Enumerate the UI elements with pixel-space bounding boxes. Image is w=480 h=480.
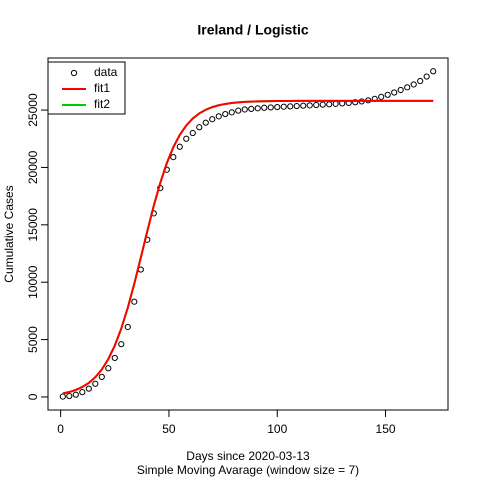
y-tick-label: 0 [26,393,40,400]
chart-title: Ireland / Logistic [197,22,308,38]
data-point [404,84,411,91]
data-point [215,113,222,120]
data-point [105,365,112,372]
legend-marker [70,69,78,77]
data-point [267,104,274,111]
data-point [280,103,287,110]
data-point [124,323,131,331]
data-point [410,81,417,88]
data-point [319,101,326,108]
data-point [274,103,281,111]
data-point [384,91,391,98]
data-point [313,101,320,109]
data-point [222,110,229,118]
legend-box [47,61,126,115]
data-point [66,392,73,400]
x-tick-label: 150 [376,422,396,436]
x-tick-label: 100 [267,422,287,436]
y-tick-label: 5000 [26,326,40,353]
subtitle: Simple Moving Avarage (window size = 7) [137,463,359,477]
data-point [423,73,430,80]
data-point [209,116,216,123]
data-point [235,107,242,114]
legend-label: data [94,65,118,79]
data-point [261,104,268,111]
data-point [228,109,235,116]
data-point [196,124,203,131]
fit-line [62,99,434,395]
x-tick-label: 50 [162,422,176,436]
fit-line [62,99,434,395]
data-point [326,101,333,108]
x-axis-label: Days since 2020-03-13 [186,449,310,463]
data-point [306,102,313,109]
data-point [72,391,79,398]
data-point [183,135,190,142]
legend-label: fit2 [94,97,110,111]
y-tick-label: 20000 [26,150,40,184]
data-point [430,68,437,75]
data-point [332,100,339,107]
data-point [92,380,99,387]
y-tick-label: 15000 [26,208,40,242]
data-point [378,93,385,100]
data-point [79,389,86,396]
data-point [293,102,300,110]
data-point [111,354,118,362]
data-point [170,154,177,161]
data-point [189,129,196,137]
x-tick-label: 0 [57,422,64,436]
data-point [391,89,398,96]
y-tick-label: 10000 [26,265,40,299]
data-point [118,341,125,348]
data-point [254,105,261,112]
data-point [241,106,248,113]
y-axis-label: Cumulative Cases [2,185,16,282]
data-point [85,385,92,392]
data-point [397,86,404,94]
data-point [352,99,359,106]
y-tick-label: 25000 [26,93,40,127]
data-point [176,143,183,150]
legend-label: fit1 [94,81,110,95]
data-point [248,105,255,113]
data-point [131,298,138,305]
data-point [59,393,66,400]
data-point [202,119,209,126]
data-point [300,102,307,109]
data-point [417,77,424,85]
data-point [287,103,294,110]
data-point [98,373,105,380]
